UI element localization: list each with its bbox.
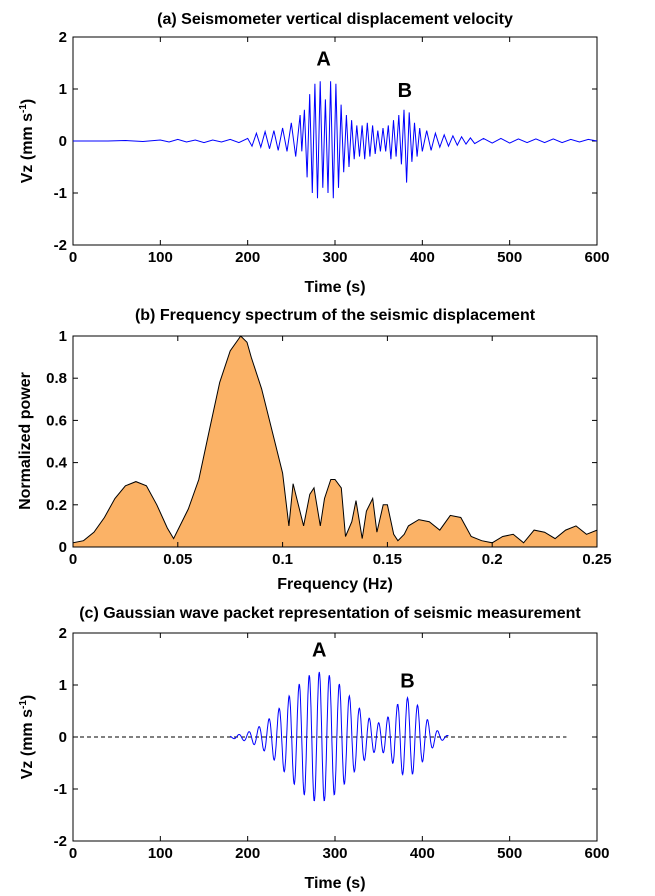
panel-a-velocity-line bbox=[73, 81, 598, 199]
panel-a-xtick-label: 200 bbox=[235, 249, 260, 266]
panel-c-ytick-label: 2 bbox=[59, 625, 67, 642]
panel-b-xtick-label: 0.2 bbox=[482, 551, 503, 568]
panel-b-spectrum-area bbox=[72, 335, 598, 548]
panel-c-ytick-label: 0 bbox=[59, 729, 67, 746]
panel-c-xtick-label: 400 bbox=[410, 845, 435, 862]
panel-a-annotation-b: B bbox=[398, 80, 412, 102]
panel-c-wave-packet-line bbox=[229, 671, 449, 802]
panel-a-xtick-label: 500 bbox=[497, 249, 522, 266]
panel-a-xtick-label: 0 bbox=[69, 249, 77, 266]
panel-b-xtick-label: 0.15 bbox=[373, 551, 402, 568]
panel-a-title: (a) Seismometer vertical displacement ve… bbox=[157, 11, 513, 28]
panel-c-annotation-a: A bbox=[312, 639, 326, 661]
panel-c-annotation-b: B bbox=[400, 671, 414, 693]
panel-a-ticks: 0 100 200 300 400 500 600 -2 -1 0 1 2 bbox=[54, 29, 610, 266]
panel-b-ytick-label: 0.6 bbox=[46, 412, 67, 429]
panel-c-ylabel-main: Vz (mm s bbox=[19, 709, 36, 779]
panel-c-ytick-label: -2 bbox=[54, 833, 67, 850]
panel-b-ytick-label: 0.8 bbox=[46, 370, 67, 387]
panel-b-ytick-label: 0.4 bbox=[46, 455, 68, 472]
panel-a-ytick-label: 0 bbox=[59, 133, 67, 150]
panel-c-xtick-label: 0 bbox=[69, 845, 77, 862]
panel-a-annotations: AB bbox=[316, 49, 412, 102]
panel-c-xtick-label: 200 bbox=[235, 845, 260, 862]
panel-b-xlabel: Frequency (Hz) bbox=[277, 576, 393, 593]
panel-c-xtick-label: 500 bbox=[497, 845, 522, 862]
panel-a: (a) Seismometer vertical displacement ve… bbox=[18, 11, 610, 296]
panel-a-xtick-label: 400 bbox=[410, 249, 435, 266]
panel-a-ylabel-main: Vz (mm s bbox=[19, 113, 36, 183]
panel-b-title: (b) Frequency spectrum of the seismic di… bbox=[135, 307, 536, 324]
panel-c-xlabel: Time (s) bbox=[304, 875, 365, 892]
panel-c-ylabel-sup: -1 bbox=[18, 700, 29, 709]
panel-c-title: (c) Gaussian wave packet representation … bbox=[79, 605, 581, 622]
panel-a-ytick-label: -1 bbox=[54, 185, 67, 202]
panel-b-ytick-label: 0.2 bbox=[46, 497, 67, 514]
panel-b-xtick-label: 0 bbox=[69, 551, 77, 568]
panel-c: (c) Gaussian wave packet representation … bbox=[18, 605, 610, 892]
panel-b-xtick-label: 0.1 bbox=[272, 551, 293, 568]
panel-b-ytick-label: 0 bbox=[59, 539, 67, 556]
panel-b-ticks: 0 0.05 0.1 0.15 0.2 0.25 0 0.2 0.4 0.6 0.8 1 bbox=[46, 328, 611, 568]
panel-a-xtick-label: 600 bbox=[584, 249, 609, 266]
panel-b-xtick-label: 0.25 bbox=[582, 551, 611, 568]
panel-a-annotation-a: A bbox=[316, 49, 330, 71]
panel-c-xtick-label: 100 bbox=[148, 845, 173, 862]
panel-a-xtick-label: 300 bbox=[322, 249, 347, 266]
panel-b-ytick-label: 1 bbox=[59, 328, 67, 345]
panel-c-annotations: AB bbox=[312, 639, 415, 692]
panel-c-ylabel: Vz (mm s-1) bbox=[18, 695, 36, 779]
panel-a-ylabel-sup: -1 bbox=[18, 104, 29, 113]
panel-c-ytick-label: 1 bbox=[59, 677, 67, 694]
panel-a-xlabel: Time (s) bbox=[304, 279, 365, 296]
panel-c-xtick-label: 300 bbox=[322, 845, 347, 862]
panel-c-ytick-label: -1 bbox=[54, 781, 67, 798]
panel-b: (b) Frequency spectrum of the seismic di… bbox=[17, 307, 612, 593]
panel-a-ylabel-close: ) bbox=[19, 99, 36, 104]
panel-c-xtick-label: 600 bbox=[584, 845, 609, 862]
panel-c-ylabel-close: ) bbox=[19, 695, 36, 700]
panel-a-xtick-label: 100 bbox=[148, 249, 173, 266]
panel-a-ytick-label: 1 bbox=[59, 81, 67, 98]
panel-a-ytick-label: 2 bbox=[59, 29, 67, 46]
panel-a-ylabel: Vz (mm s-1) bbox=[18, 99, 36, 183]
panel-c-ticks: 0 100 200 300 400 500 600 -2 -1 0 1 2 bbox=[54, 625, 610, 862]
panel-a-ytick-label: -2 bbox=[54, 237, 67, 254]
panel-b-xtick-label: 0.05 bbox=[163, 551, 192, 568]
panel-b-ylabel: Normalized power bbox=[17, 372, 34, 510]
